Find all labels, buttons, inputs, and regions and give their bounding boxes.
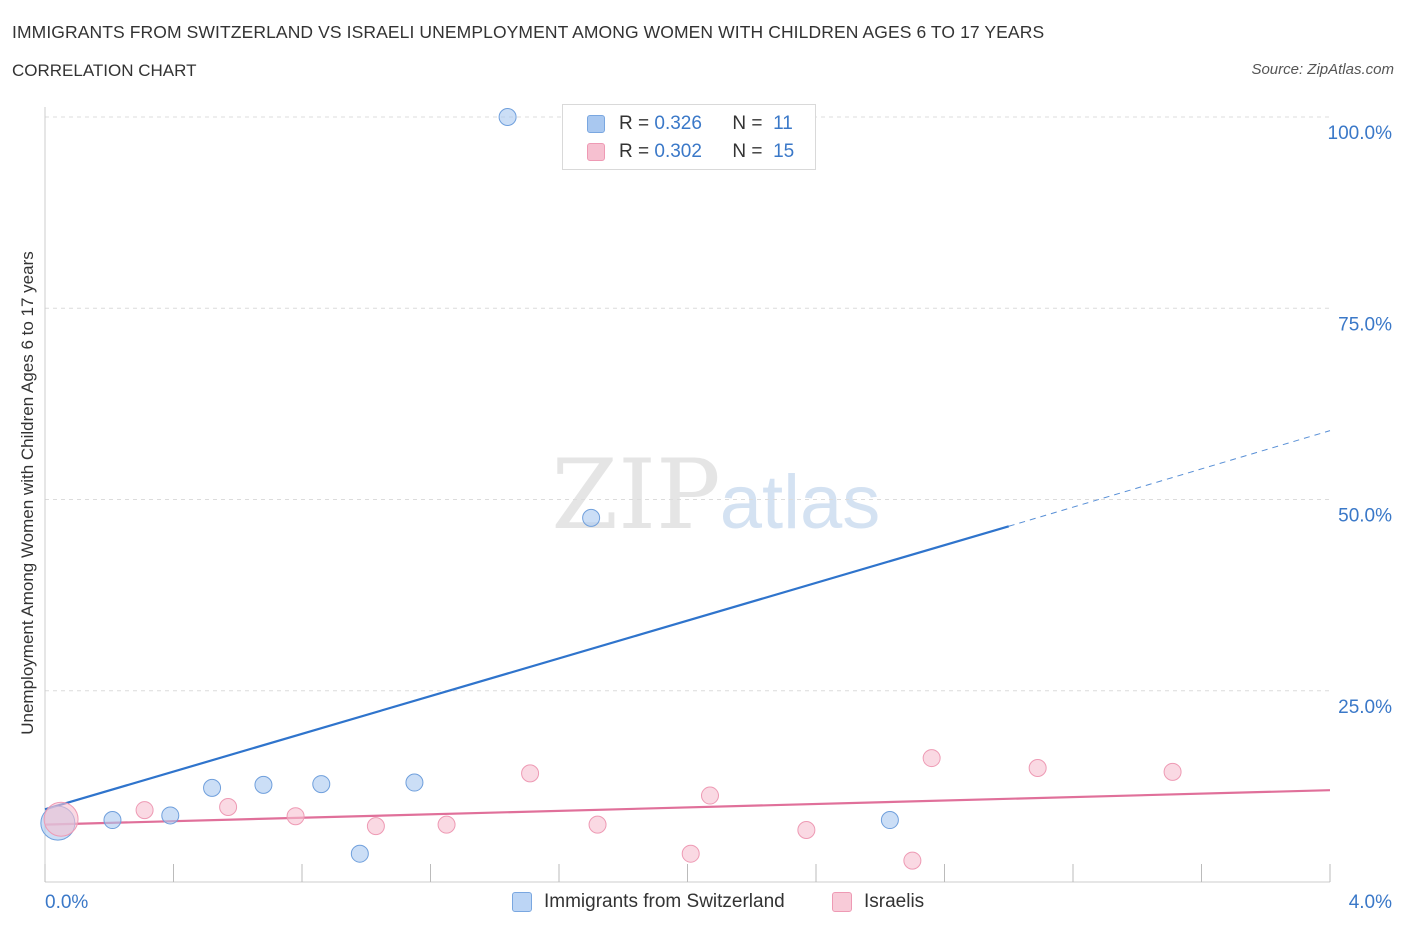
r-label: R = [619, 113, 650, 134]
point-1-10 [797, 820, 816, 839]
legend-label-switzerland: Immigrants from Switzerland [544, 891, 785, 912]
x-tick-label-0: 0.0% [45, 892, 88, 913]
trend-line-0 [44, 525, 1010, 811]
point-1-12 [922, 749, 941, 768]
n-value-switzerland: 11 [773, 113, 793, 134]
point-0-2 [161, 806, 180, 825]
legend-label-israelis: Israelis [864, 891, 925, 912]
y-tick-label-0: 100.0% [1328, 123, 1393, 144]
watermark-zip: ZIP [551, 439, 720, 551]
point-1-3 [286, 807, 305, 826]
point-1-6 [521, 764, 540, 783]
point-1-9 [700, 786, 719, 805]
point-0-5 [312, 775, 331, 794]
point-0-4 [254, 775, 273, 794]
point-1-8 [681, 844, 700, 863]
point-0-10 [880, 811, 899, 830]
point-1-2 [219, 798, 238, 817]
chart-subtitle: CORRELATION CHART [12, 61, 197, 80]
n-value-israelis: 15 [773, 141, 795, 162]
stats-legend-row-israelis: R = 0.302 N = 15 [587, 139, 794, 165]
point-0-6 [350, 844, 369, 863]
legend-swatch-israelis [832, 892, 852, 912]
stats-legend-row-switzerland: R = 0.326 N = 11 [587, 111, 793, 137]
point-1-1 [135, 801, 154, 820]
r-label: R = [619, 141, 650, 162]
point-1-7 [588, 815, 607, 834]
point-1-11 [903, 851, 922, 870]
y-tick-label-3: 25.0% [1338, 697, 1392, 718]
point-0-3 [203, 778, 222, 797]
r-value-israelis: 0.302 [654, 141, 702, 162]
trend-line-1 [44, 789, 1331, 826]
n-label: N = [732, 113, 763, 134]
swatch-israelis [587, 143, 605, 161]
trend-line-extension-0 [1008, 430, 1331, 527]
point-1-5 [437, 815, 456, 834]
swatch-switzerland [587, 115, 605, 133]
point-0-8 [498, 108, 517, 126]
legend-swatch-switzerland [512, 892, 532, 912]
chart-title: IMMIGRANTS FROM SWITZERLAND VS ISRAELI U… [12, 22, 1045, 42]
r-value-switzerland: 0.326 [654, 113, 702, 134]
point-0-1 [103, 811, 122, 830]
point-1-0 [43, 801, 79, 837]
point-1-13 [1028, 759, 1047, 778]
watermark-atlas: atlas [720, 460, 881, 545]
source-credit: Source: ZipAtlas.com [1251, 61, 1394, 78]
point-0-7 [405, 773, 424, 792]
point-0-9 [582, 508, 601, 527]
point-1-4 [366, 817, 385, 836]
y-tick-label-2: 50.0% [1338, 506, 1392, 527]
n-label: N = [732, 141, 763, 162]
point-1-14 [1163, 762, 1182, 781]
x-tick-label-1: 4.0% [1349, 892, 1392, 913]
stats-legend: R = 0.326 N = 11 R = 0.302 N = 15 [562, 104, 816, 170]
legend-item-switzerland: Immigrants from Switzerland [512, 889, 785, 915]
y-tick-label-1: 75.0% [1338, 314, 1392, 335]
legend-item-israelis: Israelis [832, 889, 924, 915]
